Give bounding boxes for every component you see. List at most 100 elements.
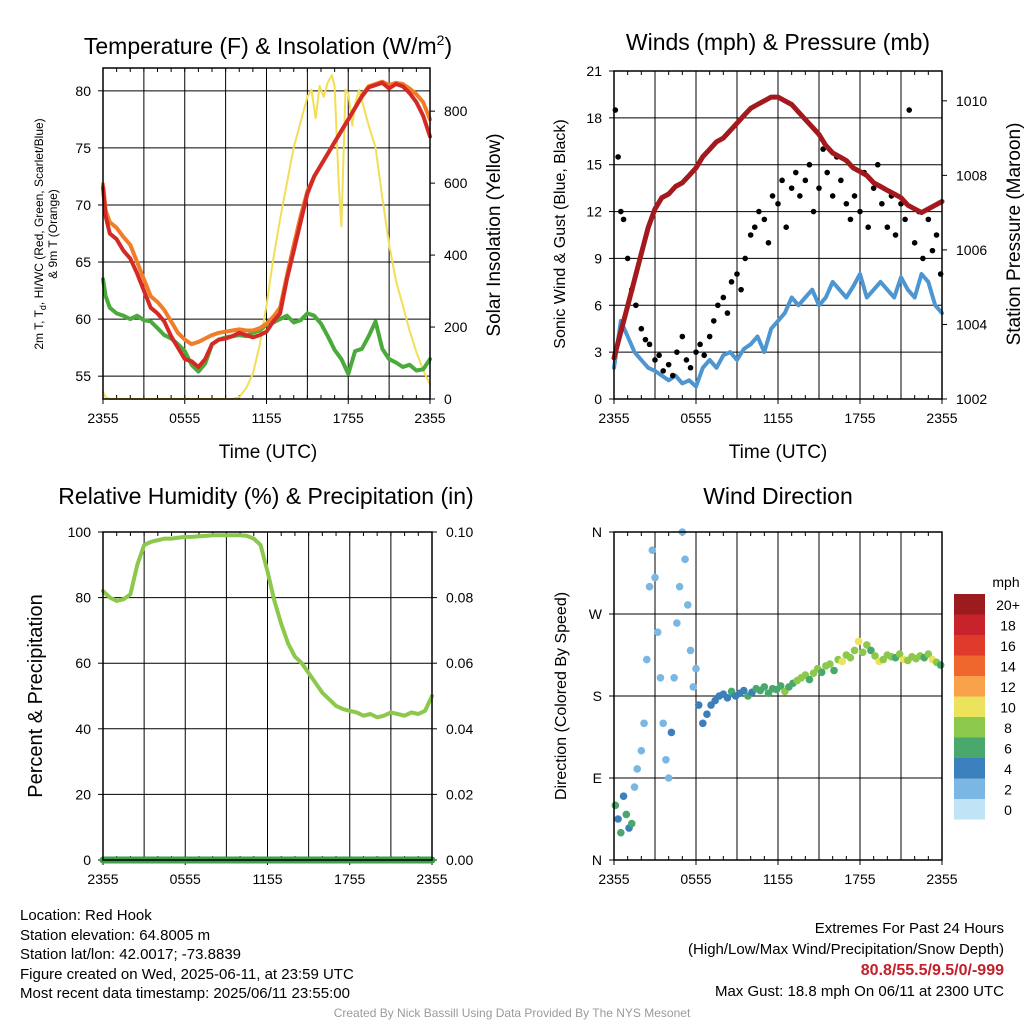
gust-point <box>851 193 858 199</box>
direction-point <box>895 650 904 658</box>
direction-point <box>656 673 665 682</box>
direction-point <box>871 652 879 660</box>
colorbar-label: 12 <box>1000 679 1016 695</box>
gust-point <box>742 255 748 262</box>
gust-point <box>747 232 754 238</box>
direction-point <box>659 719 667 728</box>
y-tick-label: W <box>589 606 603 622</box>
x-tick-label: 0555 <box>680 410 711 426</box>
colorbar-swatch <box>954 717 985 738</box>
y-tick-label-right: 1008 <box>956 167 987 183</box>
y-tick-label: 15 <box>586 157 602 173</box>
dir-title: Wind Direction <box>703 483 853 509</box>
gust-point <box>710 318 717 324</box>
direction-point <box>645 582 654 591</box>
gust-point <box>884 224 891 230</box>
gust-point <box>792 169 799 176</box>
gust-point <box>674 349 680 355</box>
gust-point <box>843 200 850 207</box>
direction-point <box>664 774 673 782</box>
direction-point <box>622 810 631 819</box>
y-tick-label-right: 0.02 <box>446 786 473 802</box>
x-tick-label: 1755 <box>334 871 365 887</box>
x-tick-label: 1155 <box>763 410 793 426</box>
colorbar-label: 2 <box>1004 782 1012 798</box>
wind-title: Winds (mph) & Pressure (mb) <box>626 29 930 55</box>
colorbar-swatch <box>954 614 985 635</box>
extremes-title: Extremes For Past 24 Hours <box>814 920 1004 937</box>
y-tick-label-right: 800 <box>444 103 468 119</box>
x-tick-label: 2355 <box>416 871 447 887</box>
y-tick-label: 80 <box>75 83 91 99</box>
gust-point <box>656 352 662 359</box>
gust-point <box>806 161 813 168</box>
y-tick-label: 75 <box>75 140 91 156</box>
direction-point <box>633 765 642 773</box>
gust-point <box>738 286 744 293</box>
y-tick-label: 80 <box>75 590 91 606</box>
direction-point <box>617 828 625 837</box>
colorbar-swatch <box>954 778 985 799</box>
colorbar-swatch <box>954 737 985 758</box>
extremes-desc: (High/Low/Max Wind/Precipitation/Snow De… <box>688 941 1004 958</box>
gust-point <box>701 352 707 359</box>
y-tick-label-right: 0.00 <box>446 852 473 868</box>
gust-point <box>857 208 863 215</box>
y-tick-label: 70 <box>75 197 91 213</box>
y-tick-label-right: 600 <box>444 175 468 191</box>
gust-point <box>638 325 645 332</box>
rh-line <box>101 533 434 720</box>
pressure-line <box>611 94 945 361</box>
temp-xlabel: Time (UTC) <box>219 442 318 463</box>
gust-point <box>646 341 653 348</box>
gust-point <box>902 216 908 223</box>
panel-direction: Wind Direction 2355 0555 1155 1755 2355 N E S W N… <box>553 483 1020 887</box>
colorbar-swatch <box>954 635 985 656</box>
y-tick-label-right: 0 <box>444 391 452 407</box>
gust-point <box>715 302 721 309</box>
extremes-values: 80.8/55.5/9.5/0/-999 <box>860 962 1004 979</box>
x-tick-label: 2355 <box>87 871 118 887</box>
direction-point <box>863 641 871 649</box>
wind-xlabel: Time (UTC) <box>729 442 828 463</box>
extremes-box: Extremes For Past 24 Hours (High/Low/Max… <box>688 918 1004 1002</box>
panel-temperature: Temperature (F) & Insolation (W/m2) 2355… <box>32 32 505 463</box>
colorbar-title: mph <box>992 574 1019 590</box>
x-tick-label: 1755 <box>333 410 364 426</box>
x-tick-label: 1755 <box>844 410 875 426</box>
direction-point <box>619 792 628 801</box>
y-tick-label-right: 200 <box>444 319 468 335</box>
gust-point <box>865 224 871 230</box>
y-tick-label-right: 1010 <box>956 93 987 109</box>
y-tick-label-right: 0.06 <box>446 655 473 671</box>
colorbar-label: 18 <box>1000 618 1016 634</box>
rh-ylabel-left: Percent & Precipitation <box>25 594 47 797</box>
panel-rh: Relative Humidity (%) & Precipitation (i… <box>25 483 474 887</box>
direction-point <box>670 673 678 682</box>
gust-point <box>620 216 627 223</box>
direction-point <box>662 755 670 764</box>
gust-point <box>697 341 703 348</box>
rh-title: Relative Humidity (%) & Precipitation (i… <box>58 483 473 509</box>
y-tick-label: 60 <box>75 655 91 671</box>
speed-colorbar: mph 20+ 18 16 14 12 10 8 6 4 2 0 <box>954 574 1020 820</box>
station-elevation: Station elevation: 64.8005 m <box>20 926 211 944</box>
x-tick-label: 0555 <box>169 410 200 426</box>
direction-point <box>826 660 834 668</box>
colorbar-label: 8 <box>1004 720 1012 736</box>
gust-point <box>824 169 830 176</box>
direction-point <box>611 801 620 810</box>
direction-point <box>924 650 933 658</box>
wind-ylabel-left: Sonic Wind & Gust (Blue, Black) <box>552 119 569 348</box>
direction-point <box>846 653 855 662</box>
direction-point <box>850 646 859 655</box>
direction-point <box>703 710 711 719</box>
y-tick-label: 0 <box>594 391 602 407</box>
y-tick-label-right: 1002 <box>956 391 987 407</box>
gust-point <box>706 333 713 340</box>
y-tick-label: 40 <box>75 721 91 737</box>
colorbar-swatch <box>954 799 985 820</box>
gust-point <box>751 224 758 230</box>
direction-point <box>817 668 826 677</box>
